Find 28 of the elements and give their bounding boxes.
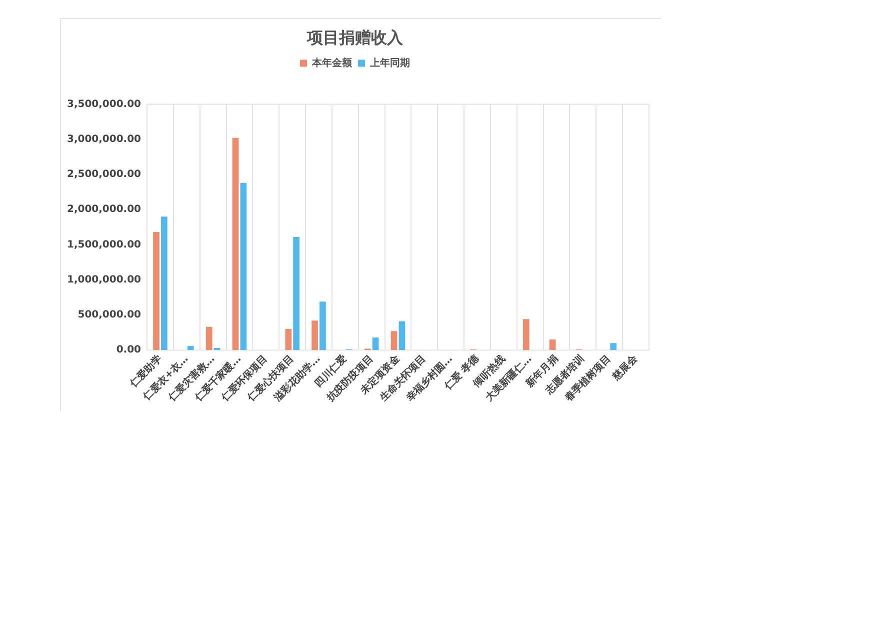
- bar: [610, 343, 617, 350]
- bar: [293, 236, 300, 350]
- bar: [214, 348, 220, 350]
- bar: [206, 326, 212, 350]
- y-tick-label: 0.00: [116, 344, 142, 356]
- bar: [153, 232, 160, 350]
- bar: [390, 331, 398, 350]
- bar: [549, 340, 556, 350]
- bar: [161, 216, 168, 350]
- bar: [232, 138, 239, 350]
- y-tick-label: 1,000,000.00: [66, 274, 142, 286]
- y-tick-label: 1,500,000.00: [66, 239, 142, 250]
- bar: [240, 182, 247, 350]
- bar: [522, 319, 530, 350]
- legend-label: 上年同期: [369, 56, 410, 69]
- bar: [398, 321, 406, 350]
- y-tick-label: 500,000.00: [78, 310, 142, 321]
- bar: [312, 320, 318, 350]
- bar: [187, 346, 194, 350]
- bar: [320, 302, 326, 350]
- y-tick-label: 2,000,000.00: [66, 204, 142, 216]
- y-tick-label: 3,500,000.00: [66, 98, 142, 110]
- y-tick-label: 2,500,000.00: [66, 169, 142, 180]
- y-tick-label: 3,000,000.00: [66, 134, 142, 145]
- legend-label: 本年金额: [311, 56, 353, 69]
- bar: [372, 337, 379, 350]
- bar: [285, 329, 292, 350]
- chart-title: 项目捐赠收入: [306, 28, 404, 47]
